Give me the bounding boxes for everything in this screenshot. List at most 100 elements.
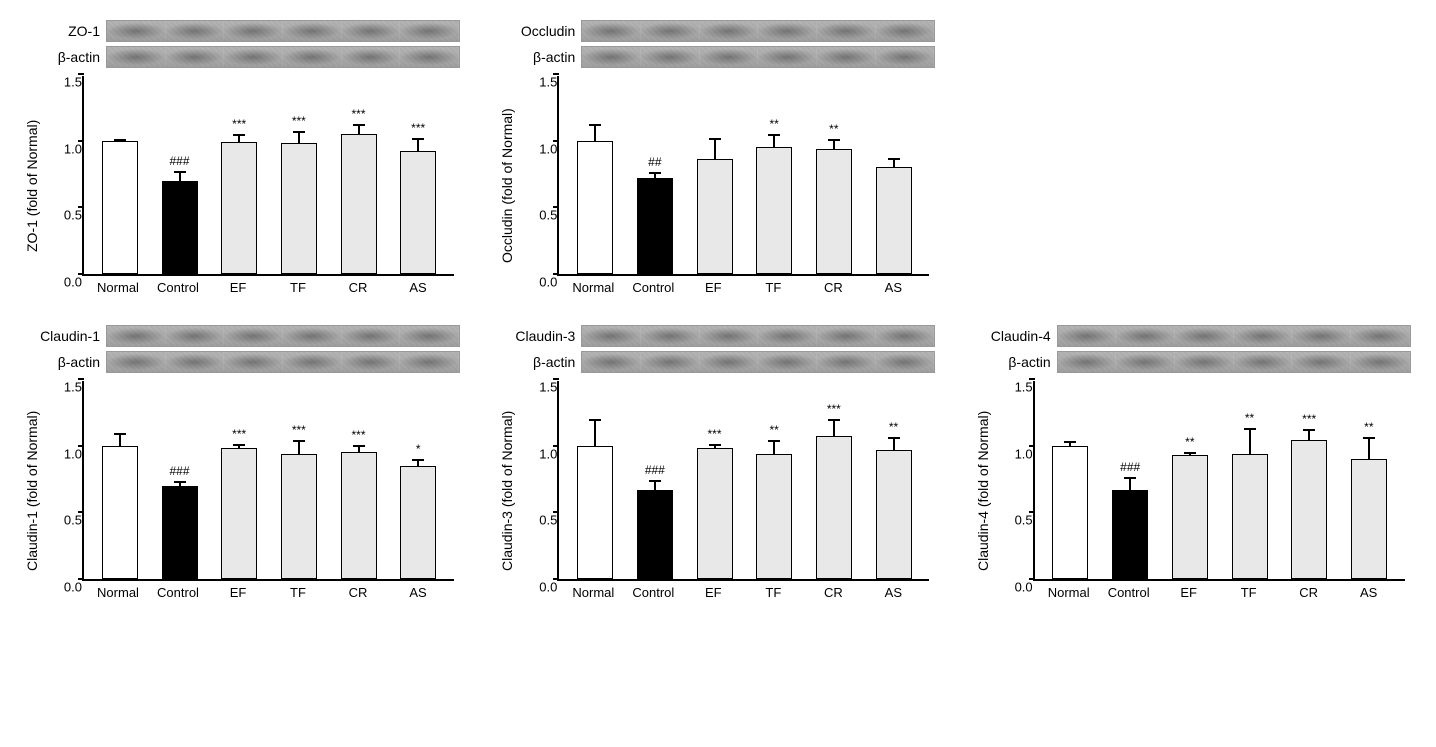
blot-lane [400, 47, 459, 67]
blot-lane [1292, 326, 1351, 346]
bars-container: ##**** [559, 76, 929, 274]
blot-lane [876, 326, 935, 346]
bar [162, 181, 198, 274]
bar [281, 143, 317, 274]
blot-strip [106, 46, 460, 68]
bar-slot: ** [744, 76, 804, 274]
x-category-label: Control [148, 280, 208, 295]
error-bar [1189, 452, 1191, 456]
blot-lane [758, 352, 817, 372]
bar-slot: ** [804, 76, 864, 274]
blot-lane [817, 47, 876, 67]
blot-lane [283, 352, 342, 372]
y-tick-label: 1.0 [46, 141, 82, 156]
blot-lane [758, 326, 817, 346]
y-tick-label: 1.5 [997, 380, 1033, 395]
bar [1052, 446, 1088, 579]
error-bar [714, 444, 716, 449]
bar [816, 149, 852, 274]
error-bar [358, 445, 360, 453]
y-tick-mark [1029, 378, 1035, 380]
y-axis-label: Claudin-1 (fold of Normal) [20, 381, 44, 600]
blot-strip [106, 20, 460, 42]
western-blot: Claudin-1β-actin [20, 325, 460, 373]
blot-lane [107, 326, 166, 346]
x-category-label: AS [863, 280, 923, 295]
x-axis-categories: NormalControlEFTFCRAS [557, 276, 929, 295]
y-tick-label: 0.0 [46, 580, 82, 595]
bar-slot: ** [744, 381, 804, 579]
blot-lane [1292, 352, 1351, 372]
significance-label: ### [169, 154, 189, 168]
bar-slot: *** [804, 381, 864, 579]
x-category-label: EF [1159, 585, 1219, 600]
blot-lane [817, 326, 876, 346]
error-bar [654, 480, 656, 491]
error-bar [417, 459, 419, 467]
x-category-label: CR [803, 280, 863, 295]
y-tick-label: 0.5 [46, 513, 82, 528]
significance-label: ** [1185, 435, 1194, 449]
bar [341, 452, 377, 579]
error-bar [119, 139, 121, 142]
bar [341, 134, 377, 274]
plot-area: 0.00.51.01.5###********** [82, 381, 454, 581]
blot-lane [1058, 352, 1117, 372]
blot-lane [166, 326, 225, 346]
y-tick-label: 0.5 [46, 208, 82, 223]
blot-lane [400, 21, 459, 41]
panel-claudin1: Claudin-1β-actin Claudin-1 (fold of Norma… [20, 325, 460, 600]
bar [697, 159, 733, 274]
blot-strip [1057, 325, 1411, 347]
y-tick-label: 1.0 [521, 141, 557, 156]
bar [221, 142, 257, 274]
western-blot: Occludinβ-actin [495, 20, 935, 68]
error-bar [298, 131, 300, 144]
bar [1112, 490, 1148, 579]
blot-strip [106, 351, 460, 373]
bar [221, 448, 257, 579]
y-tick-label: 1.0 [46, 446, 82, 461]
bar [756, 147, 792, 274]
bar-slot: ### [150, 381, 210, 579]
western-blot: Claudin-3β-actin [495, 325, 935, 373]
blot-lane [641, 21, 700, 41]
western-blot: Claudin-4β-actin [971, 325, 1411, 373]
blot-lane [641, 47, 700, 67]
x-category-label: Control [623, 280, 683, 295]
blot-lane [641, 352, 700, 372]
blot-lane [1116, 326, 1175, 346]
y-tick-label: 0.0 [521, 580, 557, 595]
beta-actin-label: β-actin [495, 49, 575, 65]
figure-grid: ZO-1β-actinZO-1 (fold of Normal)0.00.51.… [20, 20, 1416, 600]
bar [1172, 455, 1208, 579]
bar [637, 490, 673, 579]
bar [162, 486, 198, 579]
blot-row: β-actin [495, 46, 935, 68]
blot-lane [582, 47, 641, 67]
y-tick-label: 0.5 [521, 208, 557, 223]
significance-label: ### [1120, 460, 1140, 474]
x-category-label: TF [743, 280, 803, 295]
error-bar [654, 172, 656, 179]
blot-lane [1175, 326, 1234, 346]
y-tick-label: 1.5 [46, 75, 82, 90]
blot-row: Claudin-3 [495, 325, 935, 347]
bar-slot: *** [388, 76, 448, 274]
chart-body: 0.00.51.01.5##****NormalControlEFTFCRAS [519, 76, 935, 295]
blot-lane [283, 21, 342, 41]
blot-lane [700, 326, 759, 346]
y-tick-label: 1.0 [521, 446, 557, 461]
bar [102, 446, 138, 579]
error-bar [238, 444, 240, 449]
beta-actin-label: β-actin [971, 354, 1051, 370]
significance-label: *** [411, 121, 425, 135]
plot-area: 0.00.51.01.5###************ [82, 76, 454, 276]
panel-claudin4: Claudin-4β-actin Claudin-4 (fold of Norma… [971, 325, 1411, 600]
y-axis-label: Claudin-4 (fold of Normal) [971, 381, 995, 600]
blot-lane [758, 21, 817, 41]
bars-container: ###************ [84, 76, 454, 274]
error-bar [1069, 441, 1071, 446]
y-tick-mark [78, 73, 84, 75]
x-category-label: EF [208, 280, 268, 295]
